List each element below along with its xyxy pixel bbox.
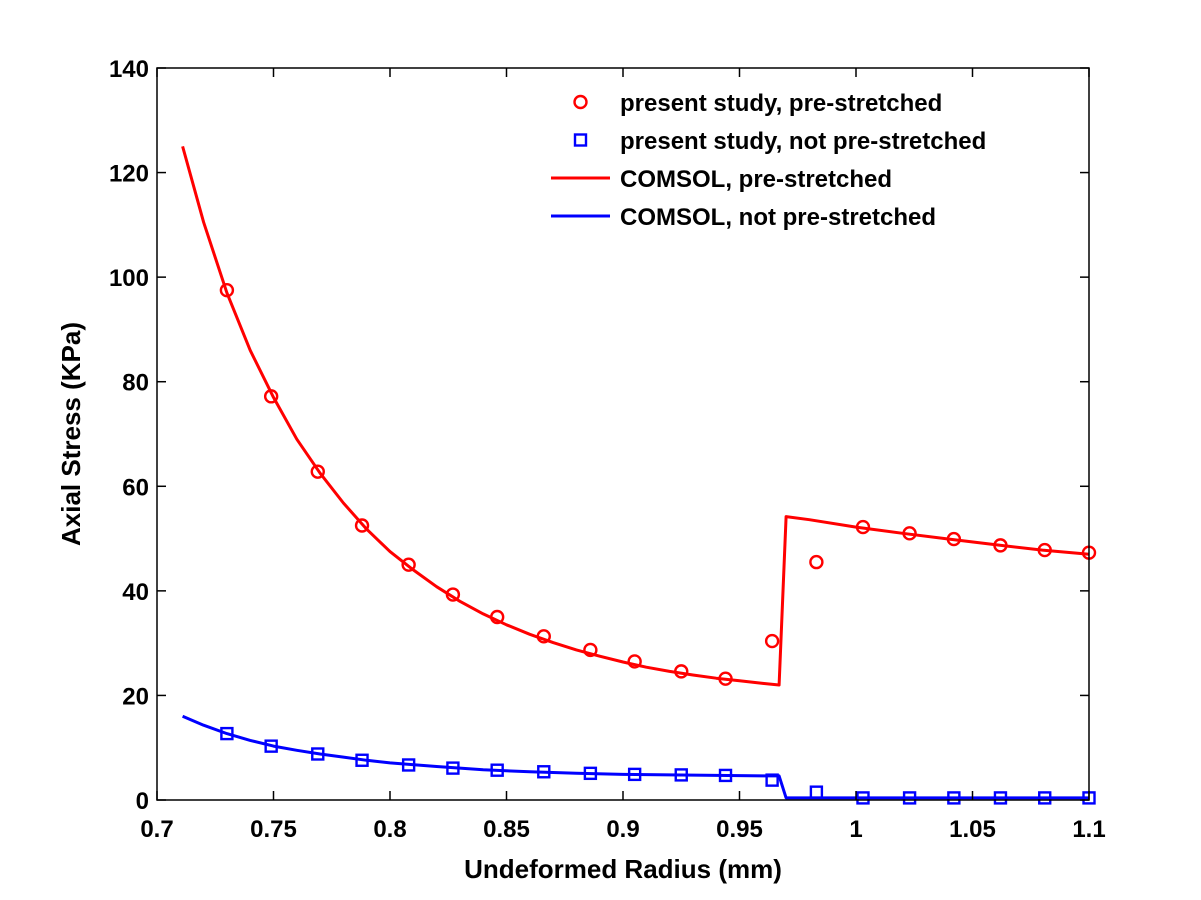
data-point-circle — [855, 519, 871, 535]
legend: present study, pre-stretched present stud… — [551, 90, 986, 231]
legend-marker-square — [573, 133, 588, 147]
x-tick-label: 0.95 — [716, 816, 763, 843]
series-line — [181, 145, 1090, 687]
y-tick-label: 20 — [122, 683, 149, 710]
data-point-circle — [354, 518, 370, 533]
data-point-circle — [536, 629, 551, 644]
data-point-circle — [489, 609, 505, 625]
data-point-square — [1038, 791, 1052, 805]
x-tick-label: 0.7 — [140, 816, 173, 843]
data-point-square — [947, 791, 961, 805]
ticks-layer: 0.7 0.75 0.8 0.85 0.9 0.95 1 1.05 1.1 0 20 40 60 80 10… — [109, 56, 1106, 843]
data-point-circle — [764, 633, 780, 649]
y-tick-label: 100 — [109, 265, 149, 292]
y-tick-label: 140 — [109, 56, 149, 83]
data-point-circle — [627, 654, 642, 669]
data-point-circle — [401, 557, 416, 572]
legend-entry-label: present study, pre-stretched — [620, 90, 942, 117]
x-tick-label: 0.9 — [606, 816, 639, 843]
data-point-square — [718, 768, 733, 783]
data-point-square — [856, 791, 870, 805]
data-point-square — [902, 791, 917, 805]
series-layer — [181, 145, 1097, 805]
x-tick-label: 1.05 — [949, 816, 996, 843]
data-point-circle — [674, 664, 689, 679]
y-tick-label: 120 — [109, 161, 149, 188]
data-point-square — [490, 763, 504, 777]
data-point-circle — [310, 464, 325, 479]
data-point-square — [537, 765, 551, 779]
data-point-circle — [583, 642, 598, 658]
legend-entry-label: present study, not pre-stretched — [620, 128, 986, 155]
data-point-circle — [219, 283, 235, 298]
data-point-circle — [902, 526, 917, 541]
legend-entry-label: COMSOL, pre-stretched — [620, 166, 892, 193]
y-tick-label: 80 — [122, 370, 149, 397]
y-tick-label: 60 — [122, 474, 149, 501]
data-point-circle — [946, 531, 962, 547]
data-point-square — [674, 768, 688, 782]
y-tick-label: 0 — [136, 788, 149, 815]
y-tick-label: 40 — [122, 579, 149, 606]
x-tick-label: 0.8 — [373, 816, 406, 843]
data-point-circle — [718, 671, 733, 686]
x-tick-label: 0.85 — [483, 816, 530, 843]
data-point-square — [583, 766, 598, 781]
x-axis-title: Undeformed Radius (mm) — [464, 854, 782, 884]
data-point-square — [627, 767, 642, 782]
data-point-square — [401, 758, 416, 772]
x-tick-label: 0.75 — [250, 816, 297, 843]
data-point-square — [355, 753, 369, 767]
y-axis-title: Axial Stress (KPa) — [56, 322, 86, 546]
data-point-square — [993, 791, 1008, 805]
legend-entry-label: COMSOL, not pre-stretched — [620, 204, 936, 231]
x-tick-label: 1 — [849, 816, 862, 843]
data-point-square — [220, 726, 234, 741]
data-point-circle — [809, 554, 824, 570]
data-point-circle — [993, 538, 1008, 553]
data-point-square — [311, 747, 325, 761]
data-point-square — [809, 785, 824, 799]
data-point-square — [264, 739, 278, 753]
data-point-circle — [1037, 542, 1052, 558]
data-point-circle — [445, 587, 461, 602]
data-point-square — [765, 773, 779, 787]
data-point-square — [446, 761, 460, 775]
x-tick-label: 1.1 — [1072, 816, 1105, 843]
data-point-circle — [263, 389, 279, 404]
legend-marker-circle — [573, 94, 588, 110]
